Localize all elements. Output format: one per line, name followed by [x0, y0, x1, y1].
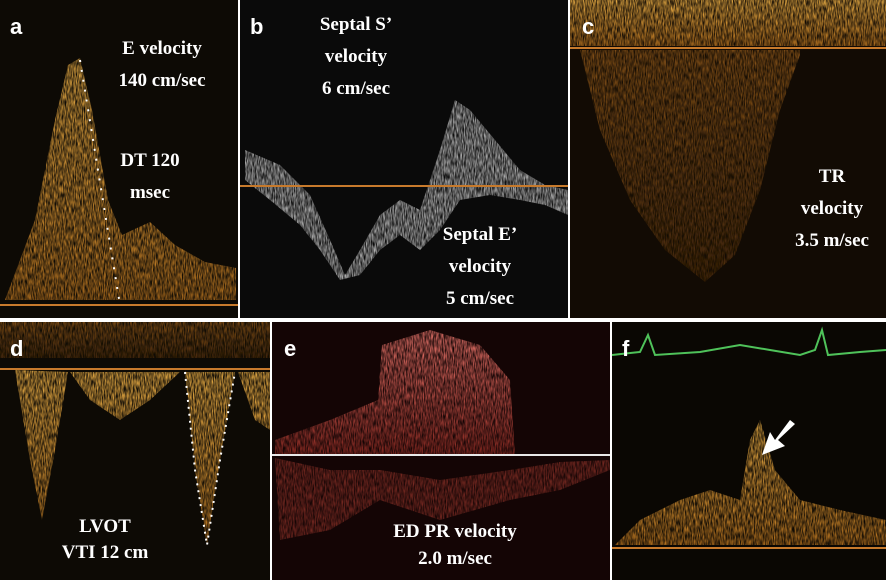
annotation: 2.0 m/sec: [418, 548, 492, 569]
annotation: LVOT: [79, 516, 131, 537]
panel-a: a E velocity 140 cm/sec DT 120 msec: [0, 0, 238, 318]
annotation: VTI 12 cm: [62, 542, 149, 563]
panel-c: c TR velocity 3.5 m/sec: [570, 0, 886, 318]
figure: a E velocity 140 cm/sec DT 120 msec b Se…: [0, 0, 886, 580]
annotation: E velocity: [122, 38, 202, 59]
panel-label: f: [622, 336, 630, 361]
panel-label: a: [10, 14, 23, 39]
annotation: Septal E’: [443, 224, 517, 245]
annotation: ED PR velocity: [393, 521, 517, 542]
page: Doppler echocardiography panels html, bo…: [0, 0, 886, 580]
annotation: 3.5 m/sec: [795, 230, 869, 251]
annotation: 5 cm/sec: [446, 288, 514, 309]
panel-bg: [240, 0, 568, 318]
annotation: DT 120: [120, 150, 179, 171]
panel-b: b Septal S’ velocity 6 cm/sec Septal E’ …: [240, 0, 568, 318]
page-body: {"panels": [ {"label": "a", "texts": ["E…: [0, 0, 886, 580]
panel-label: b: [250, 14, 263, 39]
panel-label: d: [10, 336, 23, 361]
annotation: TR: [819, 166, 846, 187]
annotation: 140 cm/sec: [118, 70, 205, 91]
top-band: [0, 322, 270, 358]
panel-d: d LVOT VTI 12 cm: [0, 322, 270, 580]
annotation: velocity: [449, 256, 512, 277]
annotation: velocity: [801, 198, 864, 219]
panel-label: e: [284, 336, 296, 361]
panel-label: c: [582, 14, 594, 39]
panel-e: e ED PR velocity 2.0 m/sec: [272, 322, 610, 580]
panel-f: f: [612, 322, 886, 580]
top-band: [570, 0, 886, 46]
annotation: msec: [130, 182, 170, 203]
annotation: 6 cm/sec: [322, 78, 390, 99]
annotation: velocity: [325, 46, 388, 67]
annotation: Septal S’: [320, 14, 392, 35]
